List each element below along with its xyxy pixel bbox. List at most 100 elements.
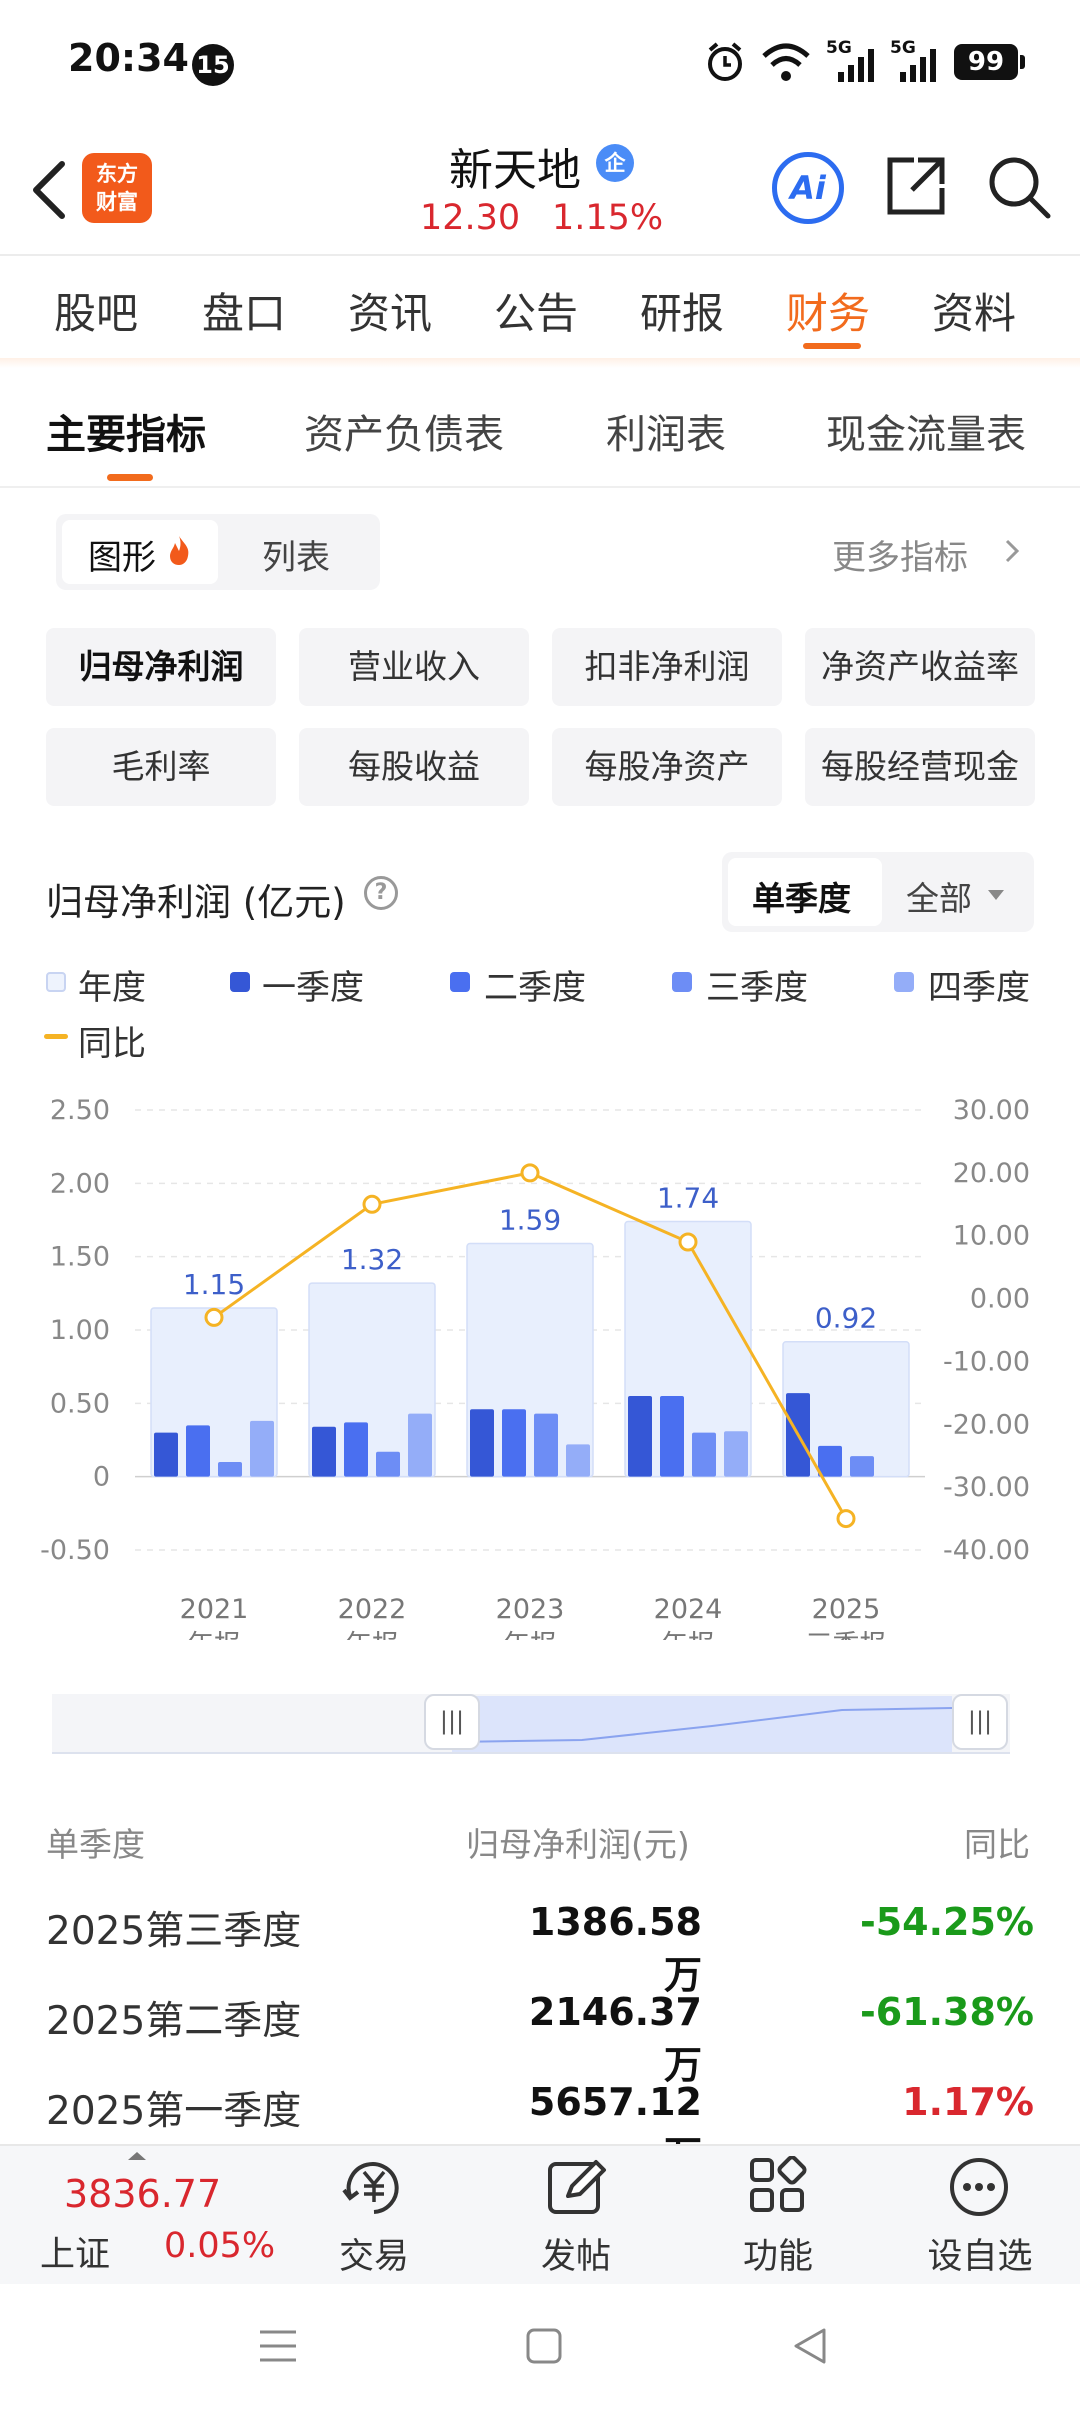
subtab-balance-sheet[interactable]: 资产负债表 [304,412,504,458]
range-slider-left-handle[interactable]: ||| [424,1694,480,1750]
post-button[interactable]: 发帖 [540,2237,611,2277]
trade-icon[interactable] [340,2156,406,2218]
legend-yoy[interactable]: 同比 [78,1024,146,1064]
table-row-period: 2025第二季度 [46,1999,302,2044]
table-row-value: 1386.58万 [528,1900,702,1997]
legend-q2-swatch [450,972,470,992]
legend-q3-swatch [672,972,692,992]
app-logo: 东方 财富 [82,153,152,223]
tab-active-indicator [803,343,861,349]
tab-pankou[interactable]: 盘口 [202,289,287,338]
table-row-value: 2146.37万 [528,1990,702,2087]
view-graph-button[interactable]: 图形 [88,538,156,578]
legend-q2[interactable]: 二季度 [484,968,586,1008]
index-value[interactable]: 3836.77 [64,2172,222,2216]
ai-assistant-button[interactable]: Ai [772,152,844,224]
quarter-bar [470,1409,494,1477]
metric-ocf-per-share[interactable]: 每股经营现金 [805,728,1035,806]
range-slider-window [452,1696,952,1752]
subtab-cash-flow[interactable]: 现金流量表 [826,412,1026,458]
legend-q1[interactable]: 一季度 [262,968,364,1008]
x-tick-year: 2024 [654,1594,723,1625]
stock-name: 新天地 [449,145,581,196]
tab-profile[interactable]: 资料 [932,289,1017,338]
annual-bar [624,1220,752,1478]
table-header-period: 单季度 [46,1825,145,1864]
tab-news[interactable]: 资讯 [348,289,433,338]
subtab-divider [0,486,1080,488]
table-row-yoy: -61.38% [859,1990,1034,2034]
post-icon[interactable] [546,2156,608,2218]
quarter-bar [312,1426,336,1477]
quarter-bar [502,1409,526,1477]
quarter-bar [850,1456,874,1477]
subtab-active-indicator [107,474,153,481]
functions-icon[interactable] [748,2156,808,2216]
yoy-point [678,1232,698,1252]
table-header-yoy: 同比 [964,1825,1030,1864]
quarter-bar [534,1413,558,1477]
status-time: 20:34 [68,36,189,80]
legend-annual[interactable]: 年度 [78,968,146,1008]
metric-deducted-profit[interactable]: 扣非净利润 [552,628,782,706]
more-indicators-link[interactable]: 更多指标 [832,538,968,578]
table-row-yoy: 1.17% [902,2080,1034,2124]
view-toggle-active [62,520,218,584]
bottom-toolbar [0,2144,1080,2286]
segment-single-quarter[interactable]: 单季度 [752,879,851,918]
tab-research[interactable]: 研报 [640,289,725,338]
legend-q1-swatch [230,972,250,992]
legend-q3[interactable]: 三季度 [706,968,808,1008]
view-list-button[interactable]: 列表 [262,538,330,578]
search-icon[interactable] [986,154,1052,220]
tab-guba[interactable]: 股吧 [54,289,139,338]
metric-net-profit[interactable]: 归母净利润 [46,628,276,706]
table-row-yoy: -54.25% [859,1900,1034,1944]
x-tick-kind: 三季报 [806,1630,887,1640]
metric-roe[interactable]: 净资产收益率 [805,628,1035,706]
share-icon[interactable] [884,154,948,218]
quarter-bar [154,1432,178,1477]
x-tick-year: 2022 [338,1594,407,1625]
notification-count-badge: 15 [192,44,234,86]
menu-icon[interactable] [258,2326,298,2366]
caret-up-icon [128,2152,146,2160]
quarter-bar [692,1432,716,1477]
functions-button[interactable]: 功能 [742,2237,813,2277]
net-profit-chart: 2.50 2.00 1.50 1.00 0.50 0 -0.50 30.00 20.00 10.0… [40,1095,1030,1640]
subtab-income-statement[interactable]: 利润表 [606,412,726,458]
segment-all[interactable]: 全部 [906,879,972,918]
metric-bvps[interactable]: 每股净资产 [552,728,782,806]
y-tick-right: -30.00 [943,1472,1030,1503]
table-row-period: 2025第一季度 [46,2089,302,2134]
yoy-point [520,1163,540,1183]
back-nav-icon[interactable] [790,2326,830,2366]
help-icon[interactable]: ? [364,876,398,910]
metric-revenue[interactable]: 营业收入 [299,628,529,706]
network-type-1: 5G [826,38,852,58]
annual-bar [308,1282,436,1478]
legend-q4-swatch [894,972,914,992]
legend-q4[interactable]: 四季度 [928,968,1030,1008]
trade-button[interactable]: 交易 [338,2237,409,2277]
fire-icon [170,536,189,565]
tab-announcements[interactable]: 公告 [494,289,579,338]
home-icon[interactable] [524,2326,564,2366]
metric-eps[interactable]: 每股收益 [299,728,529,806]
subtab-key-indicators[interactable]: 主要指标 [46,412,206,458]
yoy-point [362,1194,382,1214]
index-change-pct[interactable]: 0.05% [164,2226,276,2266]
range-slider-right-handle[interactable]: ||| [952,1694,1008,1750]
x-tick-kind: 年报 [503,1630,557,1640]
x-tick-kind: 年报 [187,1630,241,1640]
back-arrow-icon[interactable] [22,150,82,230]
more-options-icon[interactable] [948,2156,1010,2218]
add-watchlist-button[interactable]: 设自选 [927,2237,1033,2277]
y-tick-left: 0.50 [50,1388,110,1419]
y-tick-right: 10.00 [953,1221,1030,1252]
index-name[interactable]: 上证 [40,2235,111,2275]
y-tick-left: 1.50 [50,1242,110,1273]
annual-bar [466,1242,594,1478]
metric-gross-margin[interactable]: 毛利率 [46,728,276,806]
tab-finance[interactable]: 财务 [786,289,871,338]
